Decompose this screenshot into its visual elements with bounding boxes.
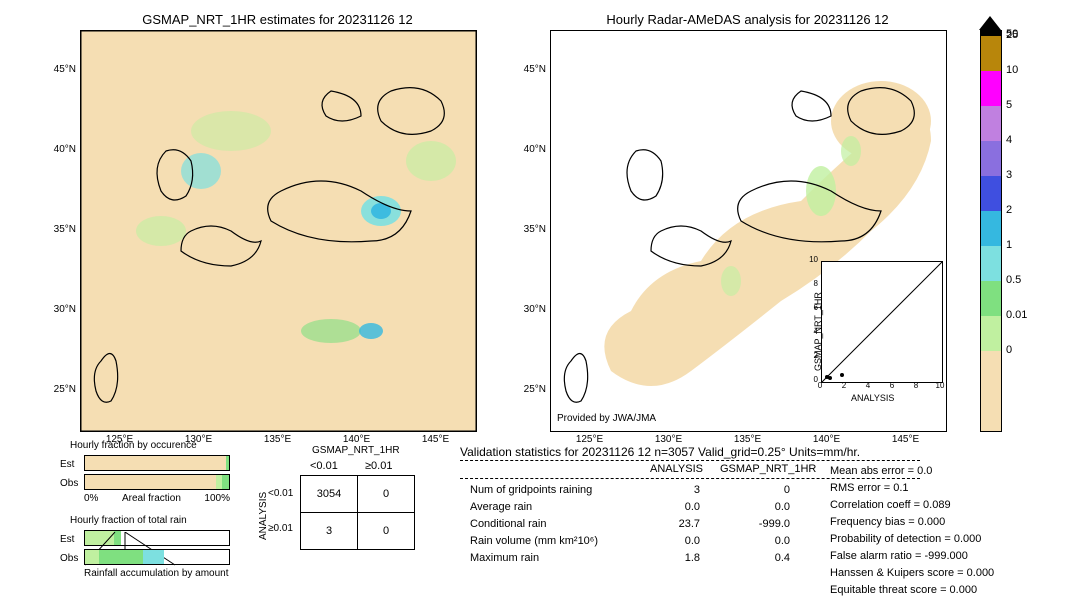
occ-obs-label: Obs [60, 478, 84, 489]
stats-b: 00.0-999.00.00.4 [740, 482, 790, 567]
occ-right: 100% [204, 493, 230, 504]
right-map: ANALYSIS GSMAP_NRT_1HR Provided by JWA/J… [550, 30, 947, 432]
conf-11: 0 [358, 513, 415, 550]
conf-10: 3 [301, 513, 358, 550]
provided-by: Provided by JWA/JMA [557, 413, 656, 424]
confusion-matrix: 30540 30 [300, 475, 415, 550]
totalrain-bars: Est Obs Rainfall accumulation by amount [60, 530, 230, 579]
stats-title: Validation statistics for 20231126 12 n=… [460, 445, 860, 459]
stats-a: 30.023.70.01.8 [660, 482, 700, 567]
scatter-inset [821, 261, 943, 383]
stats-dash1 [460, 460, 920, 461]
left-map [80, 30, 477, 432]
conf-row1: ≥0.01 [268, 523, 293, 534]
conf-01: 0 [358, 476, 415, 513]
tot-est-label: Est [60, 534, 84, 545]
left-map-title: GSMAP_NRT_1HR estimates for 20231126 12 [80, 12, 475, 27]
conf-col0: <0.01 [310, 460, 338, 472]
right-map-title: Hourly Radar-AMeDAS analysis for 2023112… [550, 12, 945, 27]
occ-est-label: Est [60, 459, 84, 470]
scatter-xlabel: ANALYSIS [851, 393, 894, 403]
conf-title: GSMAP_NRT_1HR [312, 445, 400, 456]
occ-mid: Areal fraction [122, 493, 181, 504]
conf-00: 3054 [301, 476, 358, 513]
left-map-svg [81, 31, 476, 431]
stats-h1: ANALYSIS [650, 463, 703, 475]
stats-h2: GSMAP_NRT_1HR [720, 463, 816, 475]
tot-obs-label: Obs [60, 553, 84, 564]
stats-metrics: Mean abs error = 0.0RMS error = 0.1Corre… [830, 463, 994, 599]
conf-col1: ≥0.01 [365, 460, 392, 472]
stats-labels: Num of gridpoints rainingAverage rainCon… [470, 482, 598, 567]
totalrain-title: Hourly fraction of total rain [70, 515, 187, 526]
conf-row0: <0.01 [268, 488, 293, 499]
occ-left: 0% [84, 493, 98, 504]
occurrence-bars: Est Obs 0% Areal fraction 100% [60, 455, 230, 504]
tot-bottom: Rainfall accumulation by amount [84, 568, 230, 579]
colorbar [980, 30, 1002, 432]
